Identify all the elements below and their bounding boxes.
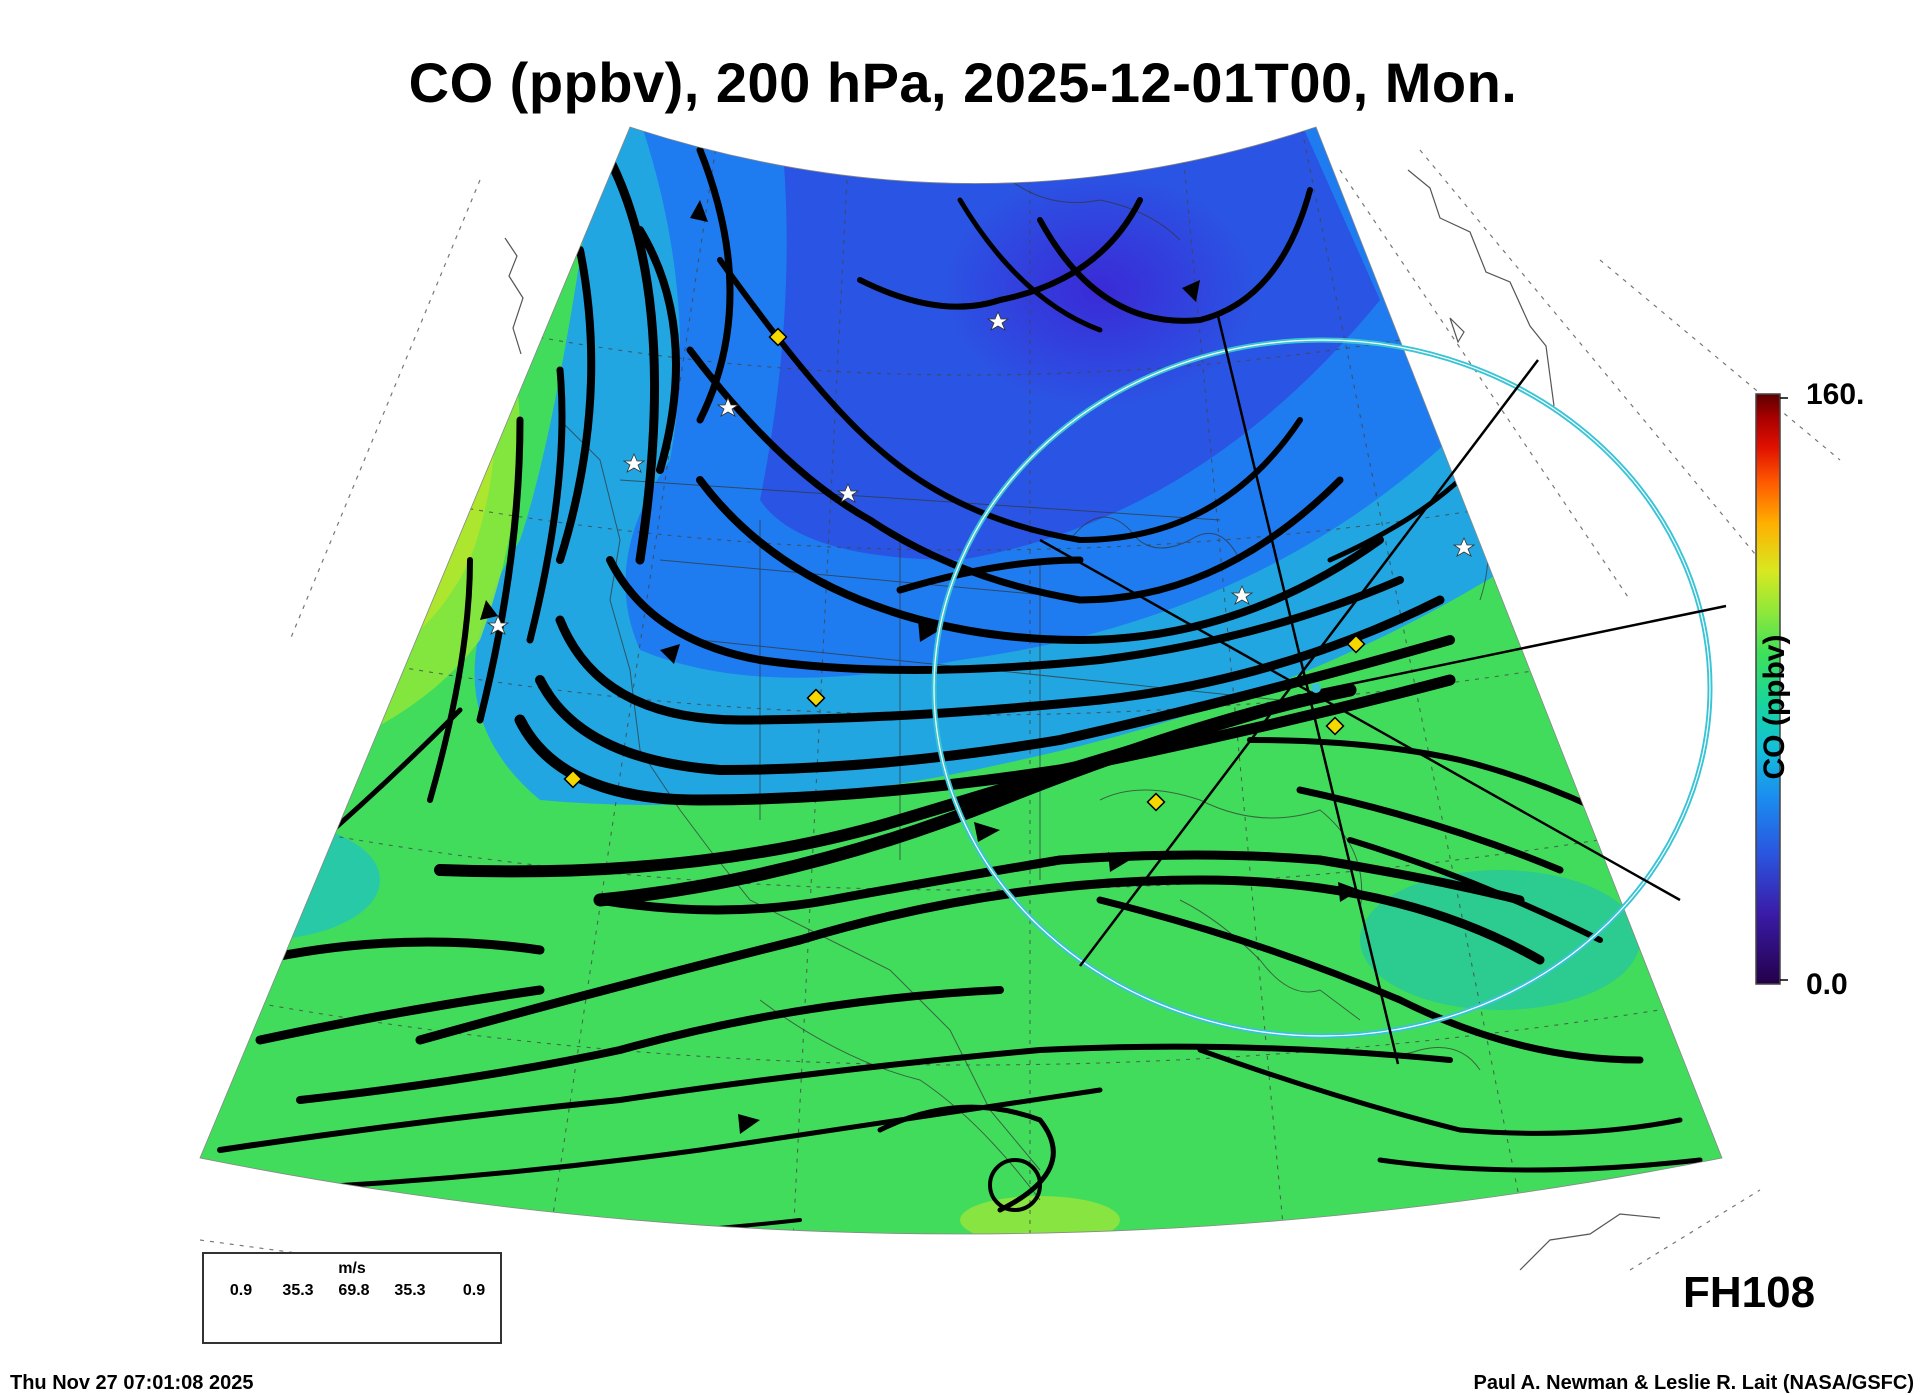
star-marker	[486, 614, 510, 635]
star-marker	[622, 452, 646, 473]
diamond-marker	[1146, 792, 1166, 812]
cross-section-lines	[1039, 315, 1727, 1065]
colorbar-max-label: 160.	[1806, 378, 1865, 411]
diamond-marker	[1346, 634, 1366, 654]
outer-coastlines	[504, 169, 1661, 1271]
wind-scale-value: 0.9	[462, 1282, 486, 1299]
star-marker	[1230, 584, 1254, 605]
range-circle	[931, 337, 1713, 1039]
diamond-marker	[806, 688, 826, 708]
colorbar-title: CO (ppbv)	[1758, 634, 1791, 780]
credit: Paul A. Newman & Leslie R. Lait (NASA/GS…	[1473, 1372, 1914, 1394]
forecast-hour: FH108	[1683, 1268, 1816, 1317]
co-field	[200, 127, 1722, 1234]
wind-streamlines	[217, 146, 1703, 1234]
star-marker	[836, 482, 860, 503]
center-marker	[1311, 683, 1321, 693]
star-marker	[986, 310, 1010, 331]
wind-scale-value: 35.3	[394, 1282, 426, 1299]
wind-scale-unit: m/s	[338, 1260, 366, 1277]
wind-scale-value: 69.8	[338, 1282, 370, 1299]
colorbar	[1755, 393, 1781, 985]
marker-points	[486, 310, 1476, 812]
map-title: CO (ppbv), 200 hPa, 2025-12-01T00, Mon.	[408, 51, 1518, 114]
star-marker	[1452, 536, 1476, 557]
wind-scale-value: 35.3	[282, 1282, 314, 1299]
wind-scale-value: 0.9	[229, 1282, 253, 1299]
diamond-marker	[1325, 716, 1345, 736]
diamond-marker	[768, 327, 788, 347]
timestamp: Thu Nov 27 07:01:08 2025	[10, 1372, 254, 1394]
wind-scale-legend: m/s 0.9 35.3 69.8 35.3 0.9	[202, 1252, 502, 1344]
colorbar-min-label: 0.0	[1806, 968, 1848, 1001]
star-marker	[716, 396, 740, 417]
diamond-marker	[563, 769, 583, 789]
map-sector-outline	[199, 126, 1723, 1235]
